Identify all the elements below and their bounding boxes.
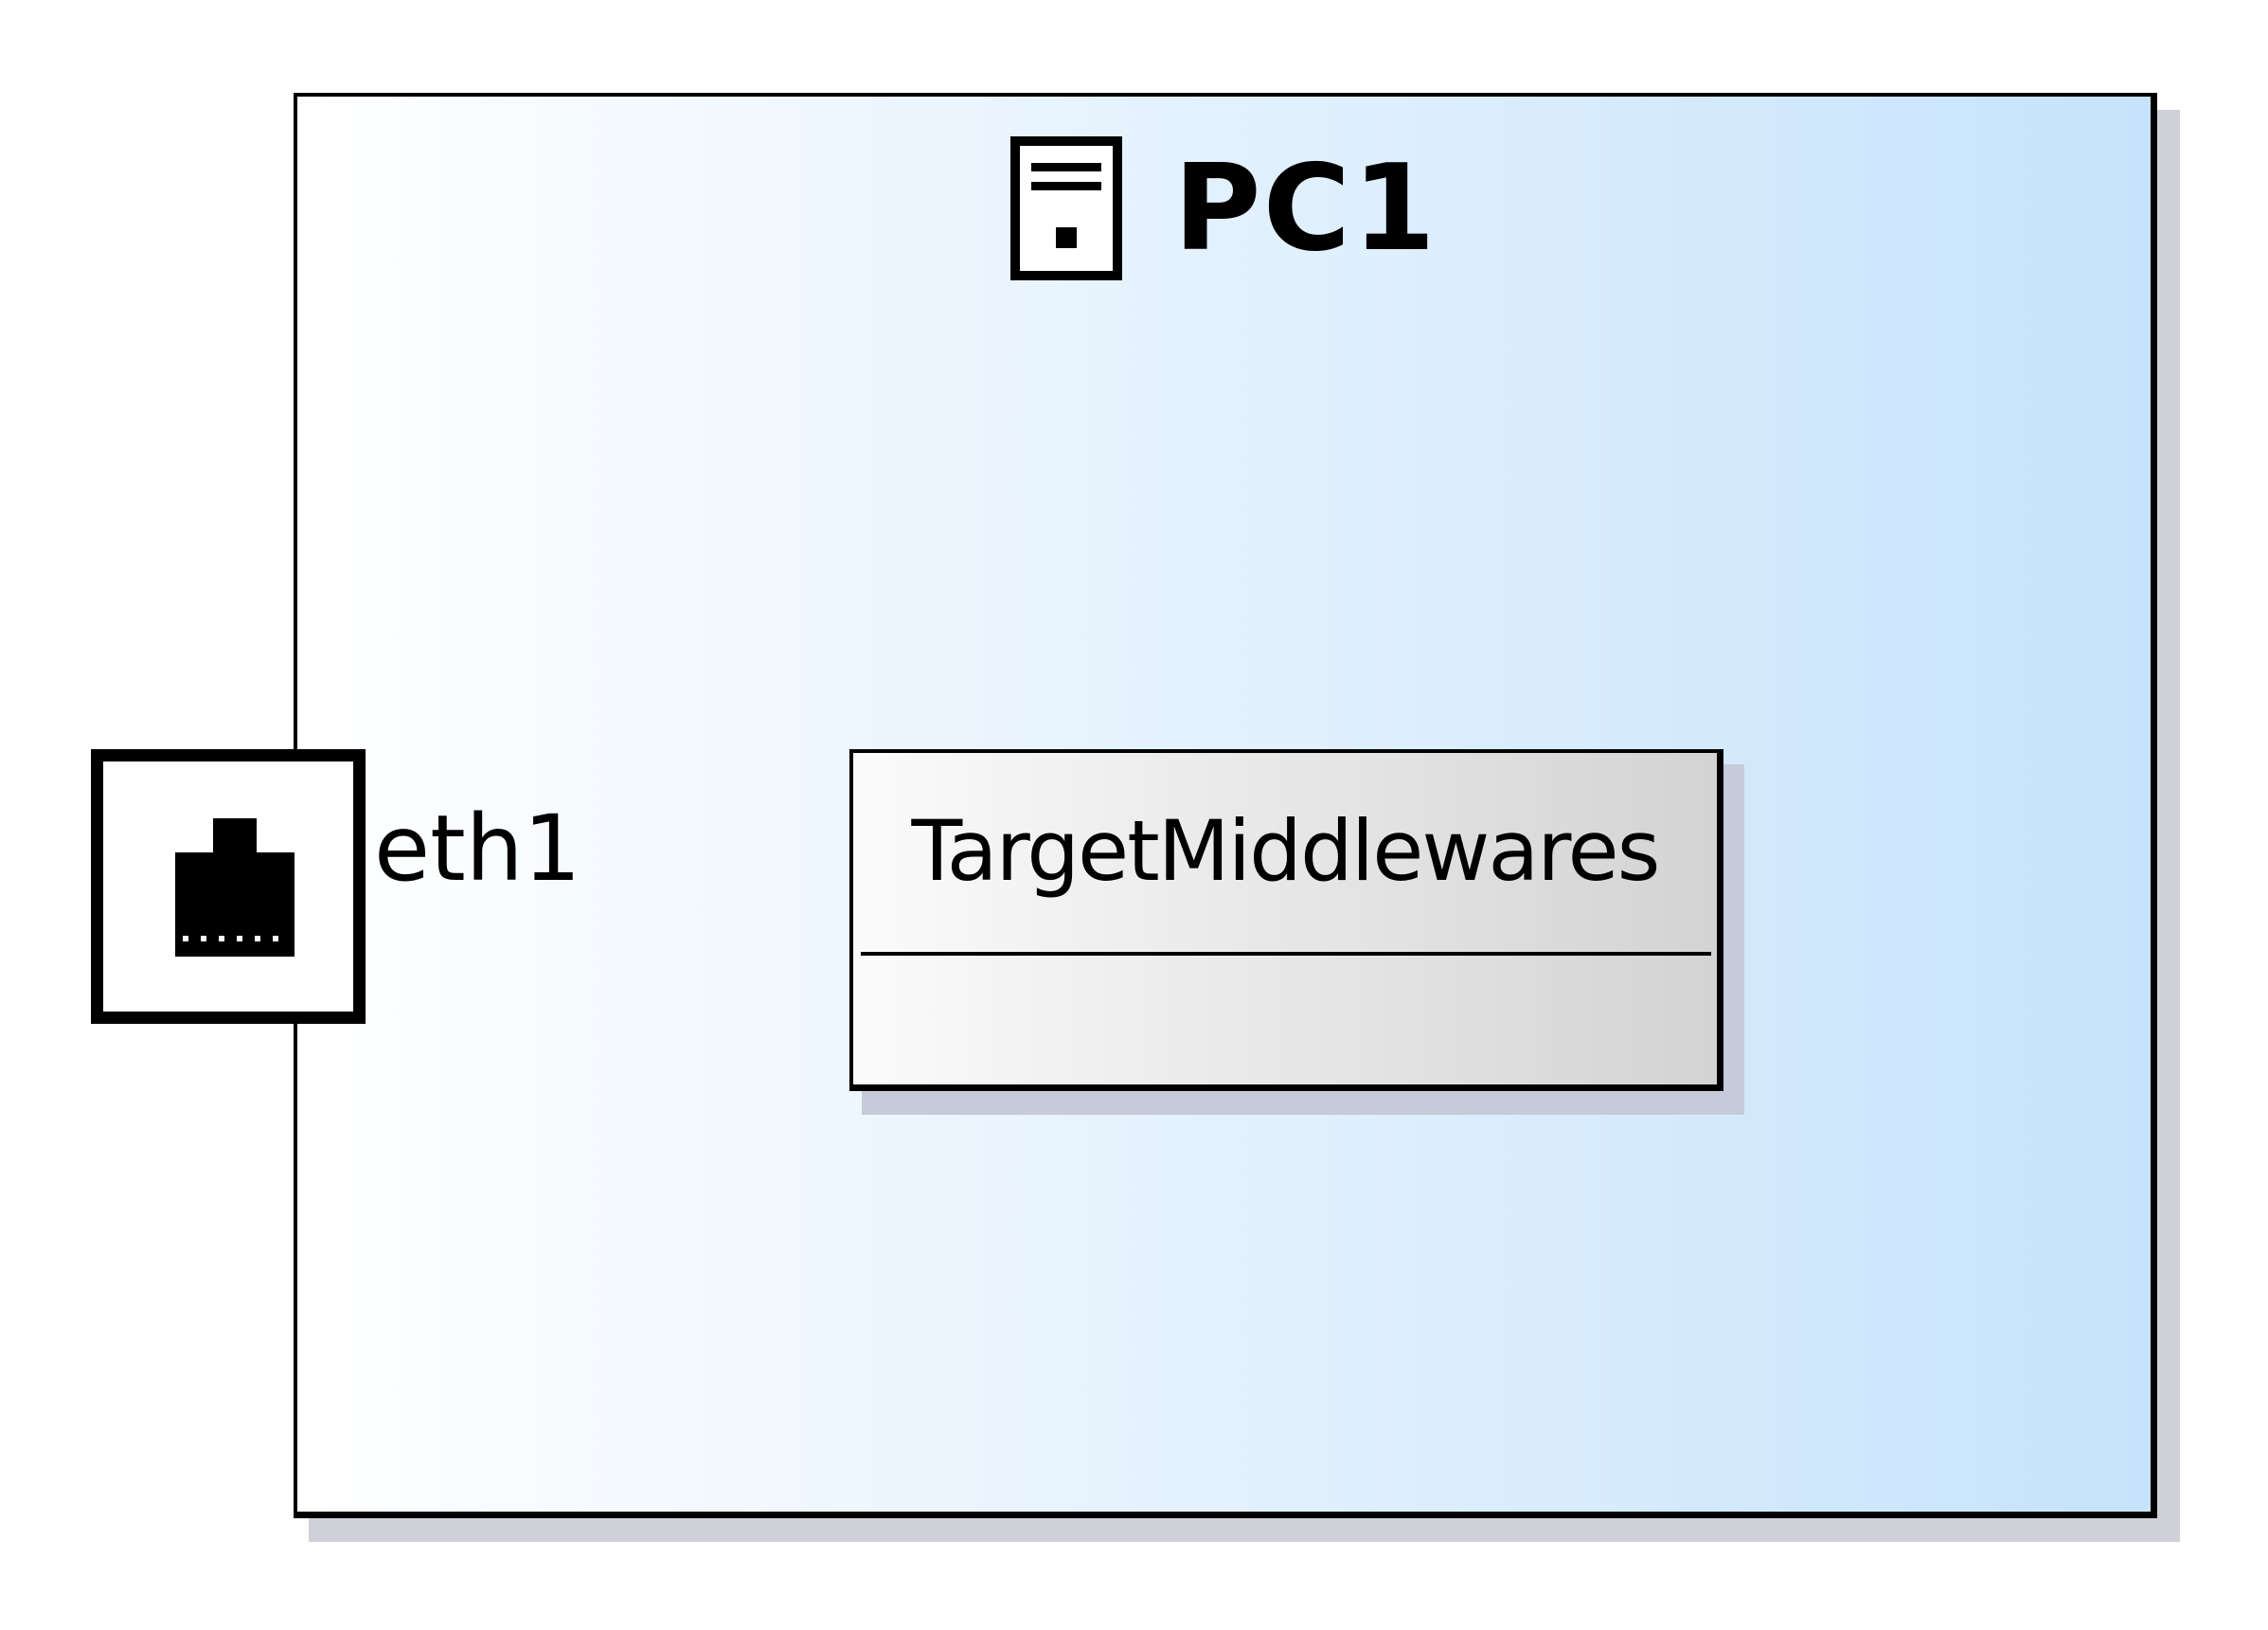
server-icon <box>1010 136 1123 280</box>
port-eth1[interactable] <box>91 749 366 1024</box>
component-target-middlewares[interactable]: TargetMiddlewares <box>849 749 1723 1091</box>
port-label: eth1 <box>374 796 581 902</box>
component-title: TargetMiddlewares <box>911 802 1660 900</box>
ethernet-port-icon <box>175 818 295 957</box>
node-title: PC1 <box>1173 138 1438 278</box>
component-divider <box>861 952 1711 956</box>
node-header: PC1 <box>297 136 2151 280</box>
